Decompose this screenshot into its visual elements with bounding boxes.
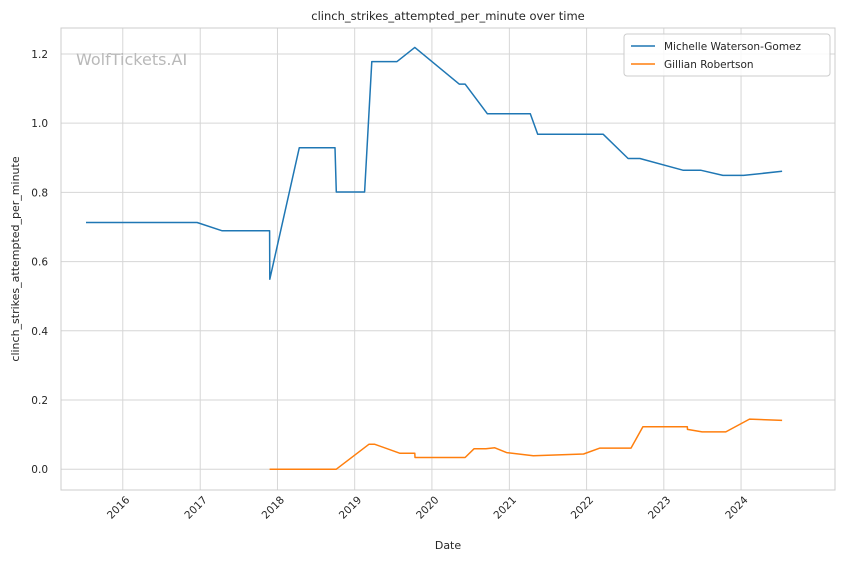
series-layer bbox=[86, 46, 783, 470]
y-tick-label: 1.2 bbox=[31, 49, 48, 61]
chart-title: clinch_strikes_attempted_per_minute over… bbox=[311, 9, 584, 23]
series-line-0 bbox=[86, 46, 783, 280]
y-tick-label: 1.0 bbox=[31, 118, 48, 130]
y-tick-label: 0.8 bbox=[31, 187, 48, 199]
watermark: WolfTickets.AI bbox=[76, 50, 187, 69]
legend-label-series-1: Gillian Robertson bbox=[664, 59, 754, 71]
x-tick-label: 2016 bbox=[105, 494, 133, 522]
x-axis-label: Date bbox=[435, 539, 462, 552]
x-tick-label: 2021 bbox=[492, 494, 519, 521]
y-axis-label: clinch_strikes_attempted_per_minute bbox=[9, 156, 22, 361]
y-tick-label: 0.4 bbox=[31, 326, 48, 338]
x-tick-label: 2020 bbox=[414, 494, 441, 521]
legend: Michelle Waterson-Gomez Gillian Robertso… bbox=[623, 33, 831, 77]
plot-frame bbox=[60, 27, 836, 491]
y-tick-label: 0.0 bbox=[31, 464, 48, 476]
grid bbox=[61, 28, 835, 490]
x-tick-label: 2017 bbox=[182, 494, 209, 521]
x-tick-label: 2022 bbox=[569, 494, 596, 521]
x-tick-label: 2019 bbox=[337, 494, 364, 521]
x-tick-label: 2024 bbox=[723, 494, 751, 522]
x-tick-label: 2018 bbox=[260, 494, 287, 521]
legend-box bbox=[623, 33, 831, 77]
y-tick-label: 0.2 bbox=[31, 395, 48, 407]
y-tick-label: 0.6 bbox=[31, 257, 48, 269]
series-line-1 bbox=[269, 418, 783, 470]
x-tick-label: 2023 bbox=[646, 494, 673, 521]
legend-label-series-0: Michelle Waterson-Gomez bbox=[664, 41, 802, 53]
